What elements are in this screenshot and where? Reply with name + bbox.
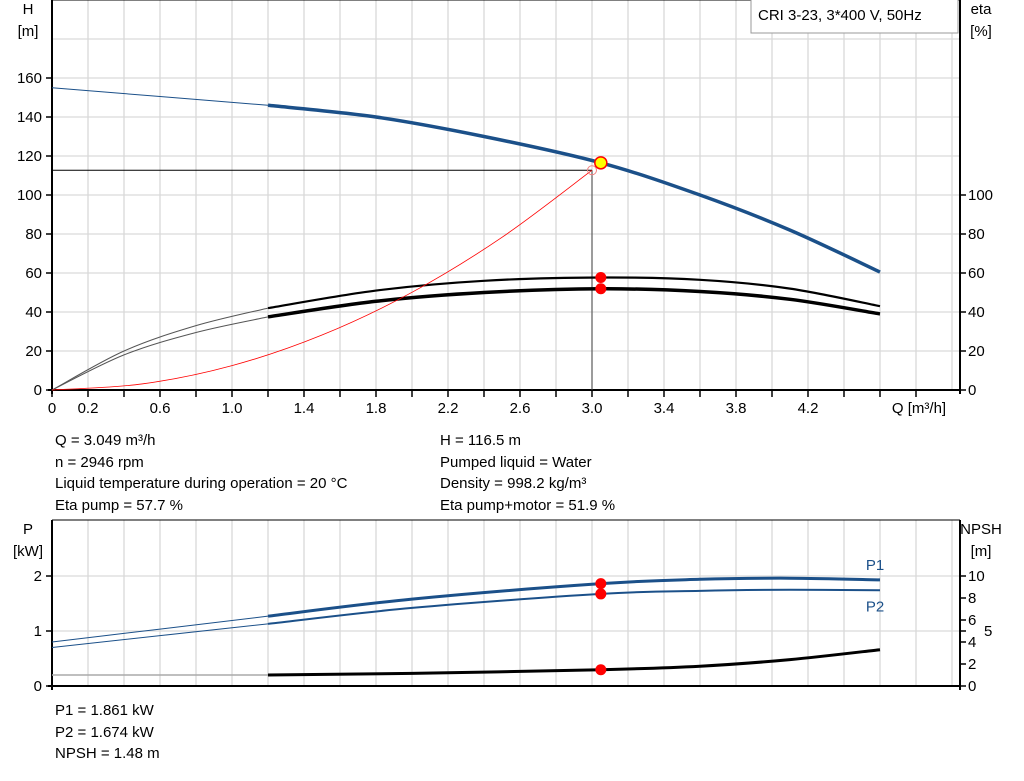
y-tick-label: 60 — [25, 265, 42, 282]
y-axis-title: P — [23, 521, 33, 538]
eta_pump_motor-curve-extended — [51, 316, 269, 391]
x-tick-label: 0.2 — [78, 400, 99, 417]
y-tick-label: 100 — [17, 187, 42, 204]
y2-tick-label: 2 — [968, 656, 976, 673]
x-tick-label: 4.2 — [798, 400, 819, 417]
y-axis-title: H — [23, 1, 34, 18]
info-bottom: P1 = 1.861 kW P2 = 1.674 kW NPSH = 1.48 … — [55, 700, 160, 765]
x-tick-label: 2.6 — [510, 400, 531, 417]
y2-tick-label: 60 — [968, 265, 985, 282]
y2-tick-label: 80 — [968, 226, 985, 243]
x-tick-label: 1.0 — [222, 400, 243, 417]
info-eta-pump-motor: Eta pump+motor = 51.9 % — [440, 496, 616, 514]
x-tick-label: 1.4 — [294, 400, 315, 417]
info-npsh: NPSH = 1.48 m — [55, 745, 160, 762]
x-tick-label: 0.6 — [150, 400, 171, 417]
system-point-marker — [587, 165, 597, 176]
x-tick-label: 3.8 — [726, 400, 747, 417]
y2-axis-title: NPSH — [960, 521, 1002, 538]
system-curve — [51, 169, 593, 391]
x-tick-label: 1.8 — [366, 400, 387, 417]
eta_pump-curve-extended — [51, 307, 269, 391]
info-right: H = 116.5 m Pumped liquid = Water Densit… — [440, 430, 615, 516]
y-tick-label: 1 — [34, 623, 42, 640]
x-axis-title: Q [m³/h] — [892, 400, 946, 417]
y-tick-label: 0 — [34, 678, 42, 695]
operating-point-marker — [594, 156, 608, 170]
p1-label: P1 — [866, 557, 884, 574]
p2-curve-extended — [51, 623, 269, 648]
y2-tick-label: 40 — [968, 304, 985, 321]
eta-pump-marker — [595, 271, 607, 283]
y-tick-label: 2 — [34, 568, 42, 585]
info-p1: P1 = 1.861 kW — [55, 702, 154, 719]
y-tick-label: 160 — [17, 70, 42, 87]
y-tick-label: 0 — [34, 382, 42, 399]
y2-axis-unit: [m] — [971, 543, 992, 560]
info-left: Q = 3.049 m³/h n = 2946 rpm Liquid tempe… — [55, 430, 347, 516]
p1-marker — [595, 578, 607, 590]
y-axis-unit: [kW] — [13, 543, 43, 560]
info-liquid-temp: Liquid temperature during operation = 20… — [55, 475, 348, 492]
y2-tick-label: 100 — [968, 187, 993, 204]
p1-curve — [267, 576, 881, 618]
y2-tick-label: 0 — [968, 382, 976, 399]
head-curve-extended — [51, 87, 269, 106]
y2-tick-label: 8 — [968, 590, 976, 607]
info-pumped-liquid: Pumped liquid = Water — [440, 453, 592, 471]
y-tick-label: 80 — [25, 226, 42, 243]
y-tick-label: 140 — [17, 109, 42, 126]
y2-axis-unit: [%] — [970, 23, 992, 40]
head-curve — [267, 103, 881, 274]
info-p2: P2 = 1.674 kW — [55, 723, 154, 741]
y2-tick-label: 6 — [968, 612, 976, 629]
info-eta-pump: Eta pump = 57.7 % — [55, 496, 183, 514]
p2-marker — [595, 588, 607, 600]
eta-pump-motor-marker — [595, 283, 607, 295]
x-tick-label: 3.0 — [582, 400, 603, 417]
p2-label: P2 — [866, 598, 884, 615]
y2-axis-title: eta — [971, 1, 993, 18]
npsh-curve — [267, 648, 881, 677]
y2-tick-label: 5 — [984, 623, 992, 640]
y-tick-label: 40 — [25, 304, 42, 321]
p2-curve — [267, 588, 881, 625]
x-tick-label: 2.2 — [438, 400, 459, 417]
info-speed: n = 2946 rpm — [55, 453, 144, 471]
legend-box — [750, 0, 959, 34]
legend-title: CRI 3-23, 3*400 V, 50Hz — [758, 7, 922, 24]
y2-tick-label: 0 — [968, 678, 976, 695]
npsh-marker — [595, 664, 607, 676]
y-axis-unit: [m] — [18, 23, 39, 40]
y2-tick-label: 4 — [968, 634, 976, 651]
info-flow: Q = 3.049 m³/h — [55, 432, 156, 449]
y2-tick-label: 20 — [968, 343, 985, 360]
info-head: H = 116.5 m — [440, 432, 522, 449]
info-density: Density = 998.2 kg/m³ — [440, 475, 587, 492]
p1-curve-extended — [51, 615, 269, 643]
y2-tick-label: 10 — [968, 568, 985, 585]
y-tick-label: 20 — [25, 343, 42, 360]
y-tick-label: 120 — [17, 148, 42, 165]
x-tick-label: 3.4 — [654, 400, 675, 417]
x-tick-label: 0 — [48, 400, 56, 417]
